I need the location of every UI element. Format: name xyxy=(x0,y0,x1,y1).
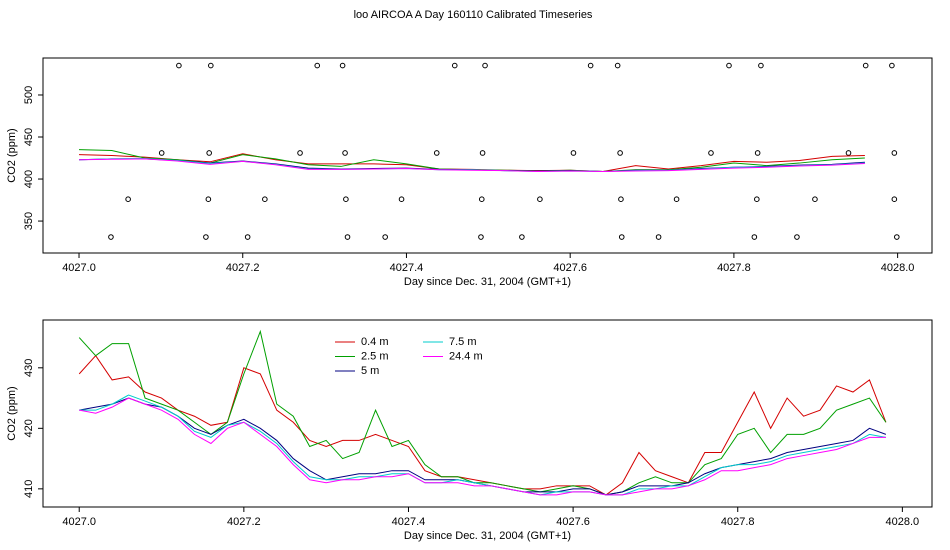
point xyxy=(433,150,440,156)
figure-title: loo AIRCOA A Day 160110 Calibrated Times… xyxy=(354,9,593,21)
point xyxy=(754,196,760,203)
point xyxy=(478,234,484,240)
point xyxy=(206,150,212,156)
point xyxy=(537,196,543,203)
point xyxy=(673,196,680,203)
point xyxy=(587,62,594,69)
point xyxy=(751,234,758,240)
y-axis-label: CO2 (ppm) xyxy=(6,386,18,440)
point xyxy=(618,196,624,203)
x-tick-label: 4027.2 xyxy=(227,516,261,528)
y-tick-label: 410 xyxy=(23,480,35,498)
x-tick-label: 4027.6 xyxy=(553,262,587,274)
point xyxy=(398,196,405,203)
point xyxy=(794,234,800,240)
series-line xyxy=(79,397,887,496)
point xyxy=(203,234,209,240)
point xyxy=(314,62,321,69)
point xyxy=(208,62,214,69)
x-tick-label: 4027.2 xyxy=(226,262,260,274)
x-tick-label: 4028.0 xyxy=(886,516,920,528)
point xyxy=(862,62,869,69)
point xyxy=(158,150,165,156)
point xyxy=(344,234,351,240)
series-line xyxy=(79,157,865,172)
point xyxy=(262,196,268,203)
point xyxy=(891,196,898,203)
x-axis-label: Day since Dec. 31, 2004 (GMT+1) xyxy=(404,276,571,288)
point xyxy=(125,196,131,203)
point xyxy=(478,196,485,203)
legend-label: 2.5 m xyxy=(361,350,389,362)
legend-label: 7.5 m xyxy=(449,336,477,348)
point xyxy=(812,196,818,203)
legend-label: 24.4 m xyxy=(449,350,483,362)
point xyxy=(891,150,898,156)
point xyxy=(614,62,621,69)
point xyxy=(479,150,486,156)
series-line xyxy=(79,394,886,496)
point xyxy=(708,150,714,156)
point xyxy=(297,150,303,156)
x-tick-label: 4027.4 xyxy=(390,262,424,274)
point xyxy=(894,234,900,240)
series-line xyxy=(78,354,887,496)
y-tick-label: 450 xyxy=(23,128,35,146)
legend-label: 0.4 m xyxy=(361,336,389,348)
point xyxy=(343,196,349,203)
panel: 4027.0 4027.2 4027.4 4027.6 4027.8 4028.0 410 4… xyxy=(6,319,933,542)
x-tick-label: 4028.0 xyxy=(881,262,915,274)
point xyxy=(342,150,348,156)
y-tick-label: 350 xyxy=(23,212,35,230)
y-tick-label: 420 xyxy=(23,419,35,437)
point xyxy=(205,196,212,203)
point xyxy=(758,62,764,69)
series-line xyxy=(79,158,865,172)
y-tick-label: 500 xyxy=(23,86,35,104)
x-tick-label: 4027.8 xyxy=(721,516,755,528)
y-tick-label: 430 xyxy=(23,359,35,377)
x-tick-label: 4027.0 xyxy=(62,262,96,274)
point xyxy=(244,234,251,240)
point xyxy=(618,234,625,240)
point xyxy=(451,62,458,69)
point xyxy=(726,62,732,69)
x-tick-label: 4027.6 xyxy=(556,516,590,528)
x-tick-label: 4027.0 xyxy=(62,516,96,528)
point xyxy=(754,150,761,156)
point xyxy=(339,62,346,69)
panel: 4027.0 4027.2 4027.4 4027.6 4027.8 4028.0 350 4… xyxy=(6,57,933,288)
series-line xyxy=(79,397,886,496)
x-tick-label: 4027.8 xyxy=(717,262,751,274)
point xyxy=(845,150,852,156)
point xyxy=(617,150,623,156)
plot-frame xyxy=(42,57,933,254)
plot-frame xyxy=(42,319,933,508)
point xyxy=(108,234,114,240)
point xyxy=(889,62,895,69)
point xyxy=(382,234,388,240)
point xyxy=(655,234,662,240)
point xyxy=(482,62,488,69)
point xyxy=(519,234,525,240)
x-axis-label: Day since Dec. 31, 2004 (GMT+1) xyxy=(404,530,571,542)
point xyxy=(176,62,182,69)
legend-label: 5 m xyxy=(361,365,379,377)
y-axis-label: CO2 (ppm) xyxy=(6,128,18,182)
x-tick-label: 4027.4 xyxy=(392,516,426,528)
point xyxy=(570,150,577,156)
y-tick-label: 400 xyxy=(23,170,35,188)
